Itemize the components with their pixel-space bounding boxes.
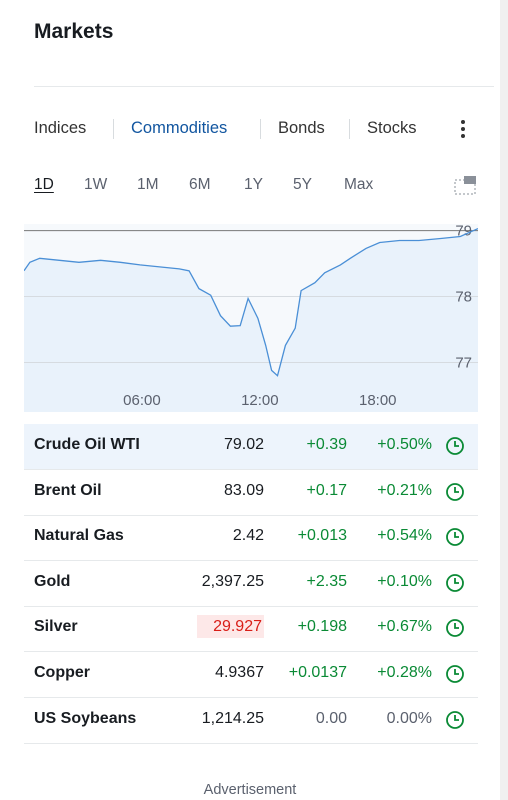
x-tick-label: 12:00 bbox=[241, 392, 279, 409]
instrument-name: Brent Oil bbox=[34, 481, 102, 499]
change-percent: +0.10% bbox=[377, 572, 432, 590]
x-tick-label: 18:00 bbox=[359, 392, 397, 409]
range-button[interactable]: 1W bbox=[84, 176, 108, 193]
table-row[interactable]: Gold 2,397.25 +2.35 +0.10% bbox=[24, 561, 478, 607]
range-button[interactable]: 5Y bbox=[293, 176, 312, 193]
x-tick-label: 06:00 bbox=[123, 392, 161, 409]
change: +0.17 bbox=[306, 481, 347, 499]
change: +2.35 bbox=[306, 572, 347, 590]
change: +0.198 bbox=[297, 618, 347, 636]
tab[interactable]: Indices bbox=[34, 119, 87, 137]
table-row[interactable]: Brent Oil 83.09 +0.17 +0.21% bbox=[24, 470, 478, 516]
last-price: 2,397.25 bbox=[201, 572, 264, 590]
range-button[interactable]: 1Y bbox=[244, 176, 263, 193]
y-tick-label: 77 bbox=[455, 355, 472, 372]
clock-icon[interactable] bbox=[445, 710, 465, 730]
last-price: 2.42 bbox=[232, 527, 264, 545]
last-price: 1,214.25 bbox=[201, 709, 264, 727]
instrument-name: US Soybeans bbox=[34, 709, 137, 727]
tab-separator bbox=[260, 119, 261, 139]
last-price: 83.09 bbox=[223, 481, 264, 499]
table-row[interactable]: Crude Oil WTI 79.02 +0.39 +0.50% bbox=[24, 424, 478, 470]
range-button[interactable]: 6M bbox=[189, 176, 211, 193]
change-percent: +0.54% bbox=[377, 527, 432, 545]
change: +0.39 bbox=[306, 436, 347, 453]
last-price: 79.02 bbox=[223, 436, 264, 453]
last-price: 4.9367 bbox=[215, 664, 264, 681]
tab[interactable]: Bonds bbox=[278, 119, 325, 137]
price-chart: 77 78 79 06:00 12:00 18:00 bbox=[24, 224, 478, 412]
scrollbar[interactable] bbox=[500, 0, 508, 800]
tab[interactable]: Commodities bbox=[131, 119, 228, 137]
table-row[interactable]: Copper 4.9367 +0.0137 +0.28% bbox=[24, 652, 478, 698]
range-button[interactable]: Max bbox=[344, 176, 374, 193]
tab-separator bbox=[113, 119, 114, 139]
change: +0.0137 bbox=[288, 664, 347, 681]
change: 0.00 bbox=[315, 709, 347, 727]
tab-separator bbox=[349, 119, 350, 139]
instrument-name: Silver bbox=[34, 618, 78, 636]
change-percent: +0.28% bbox=[377, 664, 432, 681]
range-button[interactable]: 1D bbox=[34, 176, 54, 193]
range-button[interactable]: 1M bbox=[137, 176, 159, 193]
clock-icon[interactable] bbox=[445, 436, 465, 456]
y-tick-label: 78 bbox=[455, 289, 472, 306]
y-tick-label: 79 bbox=[455, 224, 472, 240]
more-menu[interactable] bbox=[455, 118, 471, 142]
area-fill bbox=[24, 228, 478, 412]
tab[interactable]: Stocks bbox=[367, 119, 417, 137]
instrument-name: Copper bbox=[34, 664, 90, 681]
price-line bbox=[24, 228, 478, 377]
page-title: Markets bbox=[34, 20, 114, 43]
expand-icon[interactable] bbox=[454, 175, 480, 195]
table-row[interactable]: US Soybeans 1,214.25 0.00 0.00% bbox=[24, 698, 478, 744]
change-percent: 0.00% bbox=[386, 709, 432, 727]
change-percent: +0.50% bbox=[377, 436, 432, 453]
clock-icon[interactable] bbox=[445, 664, 465, 684]
clock-icon[interactable] bbox=[445, 527, 465, 547]
change-percent: +0.67% bbox=[377, 618, 432, 636]
clock-icon[interactable] bbox=[445, 618, 465, 638]
divider bbox=[34, 86, 494, 87]
clock-icon[interactable] bbox=[445, 573, 465, 593]
instrument-name: Natural Gas bbox=[34, 527, 124, 545]
change: +0.013 bbox=[297, 527, 347, 545]
instrument-name: Gold bbox=[34, 572, 71, 590]
last-price: 29.927 bbox=[197, 615, 264, 639]
table-row[interactable]: Silver 29.927 +0.198 +0.67% bbox=[24, 606, 478, 653]
change-percent: +0.21% bbox=[377, 481, 432, 499]
instrument-name: Crude Oil WTI bbox=[34, 436, 140, 453]
clock-icon[interactable] bbox=[445, 482, 465, 502]
advertisement-label: Advertisement bbox=[203, 782, 297, 798]
table-row[interactable]: Natural Gas 2.42 +0.013 +0.54% bbox=[24, 515, 478, 562]
